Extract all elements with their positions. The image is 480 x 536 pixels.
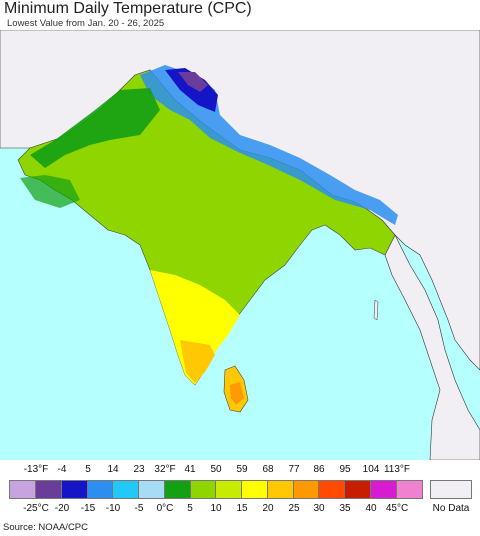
legend-f-label: 32°F [154, 464, 176, 475]
color-legend: -13°F -4 5 14 23 32°F 41 50 59 68 77 86 … [0, 462, 480, 522]
legend-swatch [190, 480, 217, 499]
sri-lanka-hot-core [230, 382, 244, 405]
legend-swatch [215, 480, 242, 499]
no-data-label: No Data [432, 503, 470, 514]
legend-swatch [396, 480, 423, 499]
legend-c-label: 15 [236, 503, 248, 514]
legend-c-label: 35 [339, 503, 351, 514]
map-title: Minimum Daily Temperature (CPC) [4, 0, 252, 17]
legend-c-label: -20 [54, 503, 70, 514]
legend-f-label: 50 [210, 464, 222, 475]
peninsula-warm-zone [150, 270, 240, 385]
legend-f-label: 77 [288, 464, 300, 475]
legend-f-label: 68 [262, 464, 274, 475]
land-southeast-asia [384, 234, 480, 460]
legend-f-label: 104 [362, 464, 380, 475]
legend-swatch [61, 480, 88, 499]
legend-f-label: -13°F [23, 464, 49, 475]
legend-f-label: 5 [85, 464, 91, 475]
legend-c-label: 0°C [156, 503, 174, 514]
legend-c-label: -5 [134, 503, 144, 514]
legend-c-label: 40 [365, 503, 377, 514]
tibet-very-cold-zone [165, 68, 218, 112]
legend-swatch [87, 480, 114, 499]
legend-c-label: 25 [288, 503, 300, 514]
karakoram-coldest-zone [178, 72, 208, 92]
legend-swatch [344, 480, 371, 499]
legend-f-label: 95 [339, 464, 351, 475]
map-subtitle: Lowest Value from Jan. 20 - 26, 2025 [7, 18, 165, 29]
legend-f-label: 59 [236, 464, 248, 475]
legend-f-label: 113°F [383, 464, 411, 475]
legend-f-label: 86 [313, 464, 325, 475]
legend-c-label: -25°C [23, 503, 49, 514]
legend-swatch [267, 480, 294, 499]
legend-c-label: -10 [105, 503, 121, 514]
legend-c-label: -15 [80, 503, 96, 514]
no-data-swatch [430, 480, 472, 499]
legend-swatch [35, 480, 62, 499]
legend-f-label: -4 [57, 464, 67, 475]
legend-swatch [318, 480, 345, 499]
legend-f-label: 23 [133, 464, 145, 475]
legend-c-label: 20 [262, 503, 274, 514]
legend-c-label: 5 [187, 503, 193, 514]
southwest-pakistan-green-zone [20, 175, 80, 208]
legend-c-label: 10 [210, 503, 222, 514]
legend-swatch [241, 480, 268, 499]
legend-c-label: 30 [313, 503, 325, 514]
legend-swatch [112, 480, 139, 499]
legend-f-label: 41 [184, 464, 196, 475]
source-credit: Source: NOAA/CPC [3, 522, 88, 533]
legend-swatch [370, 480, 397, 499]
legend-swatch [164, 480, 191, 499]
south-tip-hot-zone [180, 340, 215, 383]
temperature-map [0, 30, 480, 460]
north-pakistan-freezing-zone [30, 88, 160, 168]
legend-f-label: 14 [107, 464, 119, 475]
legend-swatch [138, 480, 165, 499]
legend-swatch [9, 480, 36, 499]
andaman-islands [373, 299, 379, 321]
legend-c-label: 45°C [385, 503, 409, 514]
legend-swatch [293, 480, 320, 499]
